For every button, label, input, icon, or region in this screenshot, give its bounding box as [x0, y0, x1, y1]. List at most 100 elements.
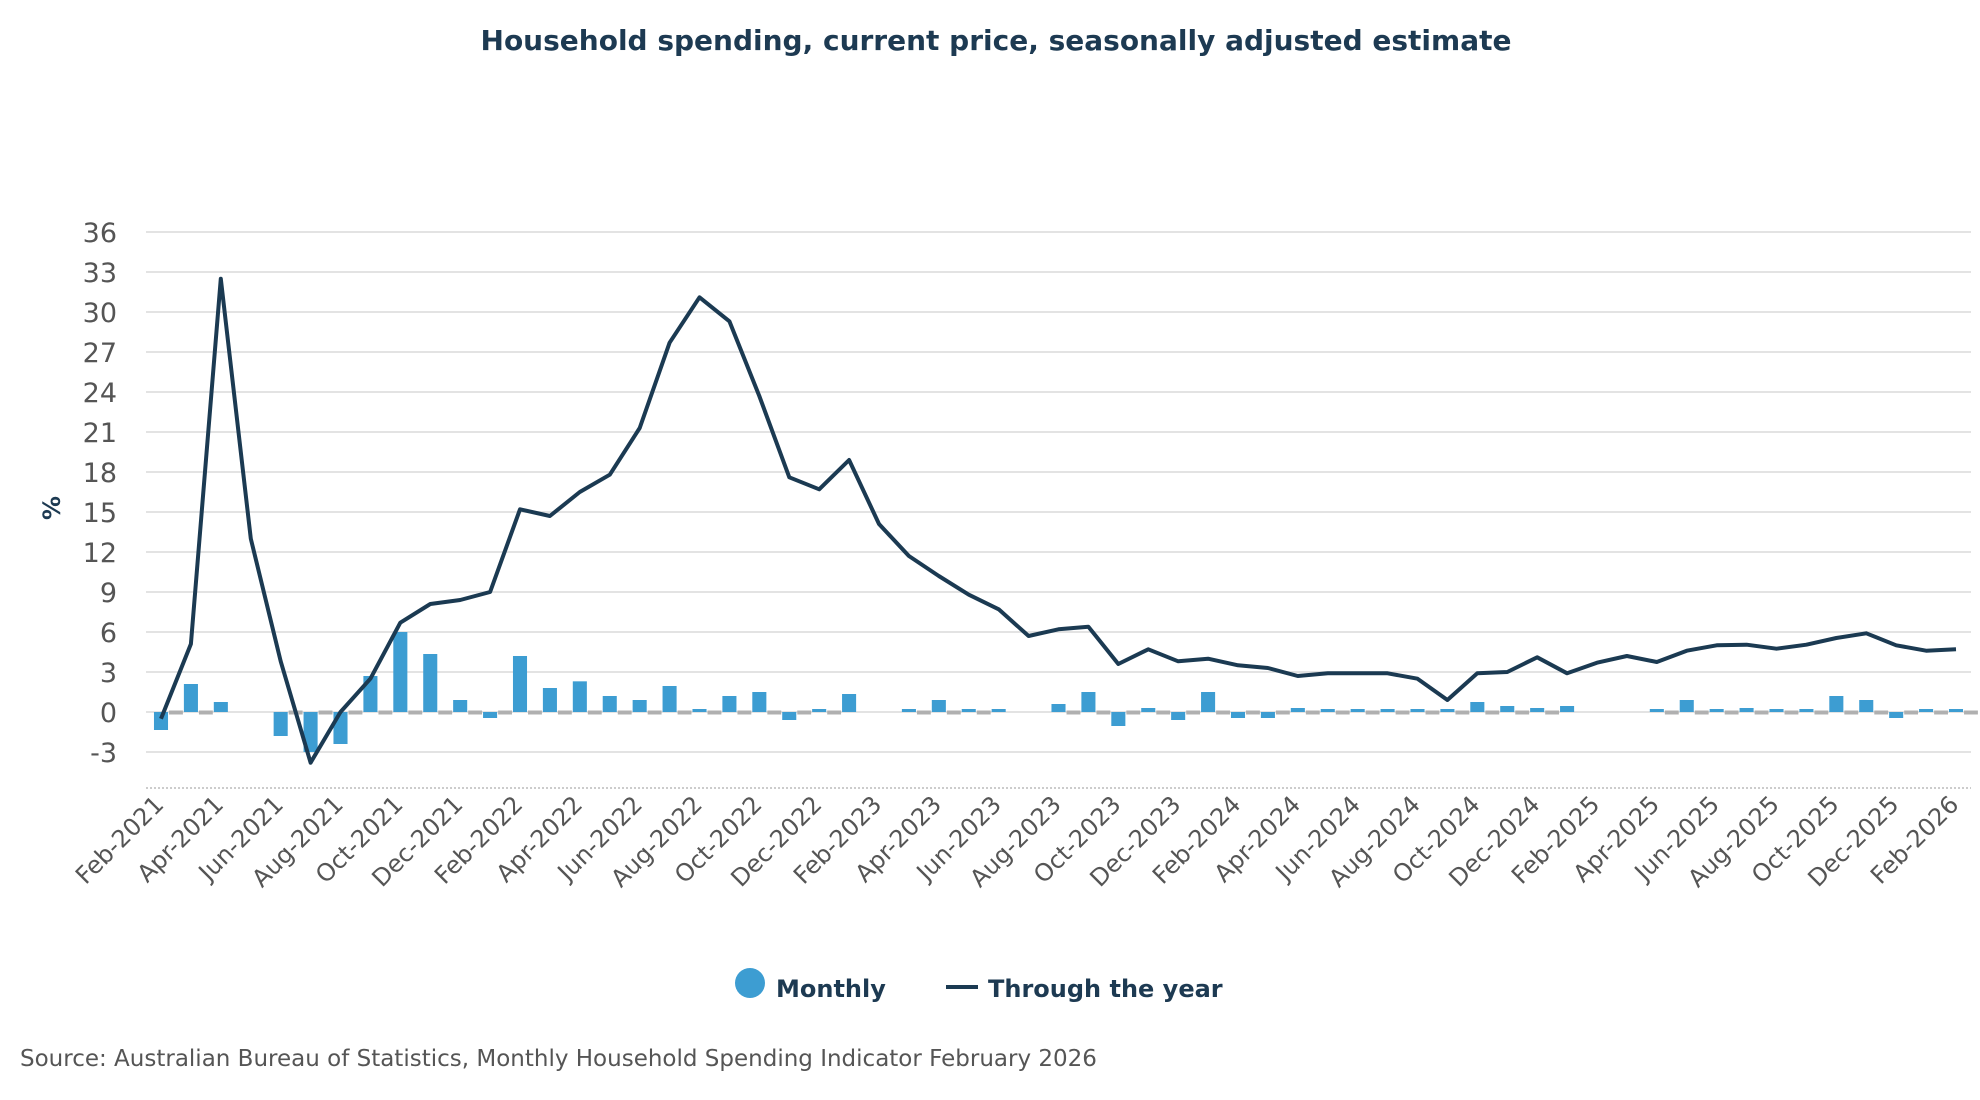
monthly-bar — [1470, 702, 1485, 712]
monthly-bar — [1320, 709, 1335, 712]
y-tick-label: 33 — [83, 258, 117, 289]
monthly-swatch-icon — [735, 968, 765, 998]
legend-label-through-the-year: Through the year — [988, 975, 1223, 1003]
monthly-bar — [812, 709, 827, 712]
y-tick-label: 30 — [83, 298, 117, 329]
monthly-bar — [542, 688, 557, 712]
y-tick-label: 12 — [83, 538, 117, 569]
zero-marker — [677, 710, 692, 715]
zero-marker — [1904, 710, 1919, 715]
monthly-bar — [213, 702, 228, 712]
zero-marker — [1305, 710, 1320, 715]
zero-marker — [976, 710, 991, 715]
monthly-bar — [393, 632, 408, 712]
zero-marker — [916, 710, 931, 715]
zero-marker — [408, 710, 423, 715]
zero-marker — [378, 710, 393, 715]
zero-marker — [1485, 710, 1500, 715]
monthly-bar — [1111, 712, 1126, 726]
y-tick-label: 15 — [83, 498, 117, 529]
monthly-bar — [1440, 709, 1455, 712]
monthly-bar — [453, 700, 468, 712]
zero-marker — [1874, 710, 1889, 715]
monthly-bar — [1859, 700, 1874, 712]
legend-item-through-the-year[interactable]: Through the year — [946, 975, 1223, 1003]
zero-marker — [946, 710, 961, 715]
monthly-bar — [662, 686, 677, 712]
zero-marker — [1754, 710, 1769, 715]
monthly-bars — [153, 632, 1978, 752]
zero-marker — [1066, 710, 1081, 715]
legend-item-monthly[interactable]: Monthly — [735, 968, 886, 1003]
y-tick-label: 3 — [100, 658, 117, 689]
monthly-bar — [1709, 709, 1724, 712]
zero-marker — [1425, 710, 1440, 715]
zero-marker — [1335, 710, 1350, 715]
monthly-bar — [1889, 712, 1904, 718]
monthly-bar — [1171, 712, 1186, 720]
y-tick-label: 21 — [83, 418, 117, 449]
y-tick-label: 27 — [83, 338, 117, 369]
monthly-bar — [1948, 709, 1964, 712]
zero-marker — [1694, 710, 1709, 715]
y-tick-label: 18 — [83, 458, 117, 489]
zero-marker — [1455, 710, 1470, 715]
monthly-bar — [961, 709, 976, 712]
zero-marker — [797, 710, 812, 715]
monthly-bar — [931, 700, 946, 712]
zero-marker — [1186, 710, 1201, 715]
monthly-bar — [303, 712, 318, 752]
zero-marker — [647, 710, 662, 715]
monthly-bar — [1739, 708, 1754, 712]
zero-marker — [438, 710, 453, 715]
zero-marker — [827, 710, 842, 715]
monthly-bar — [1380, 709, 1395, 712]
monthly-bar — [1799, 709, 1814, 712]
through-the-year-series — [159, 276, 1957, 765]
zero-marker — [1964, 710, 1978, 715]
zero-marker — [557, 710, 572, 715]
monthly-bar — [632, 700, 647, 712]
monthly-bar — [722, 696, 737, 712]
monthly-bar — [1829, 696, 1844, 712]
monthly-bar — [1230, 712, 1246, 718]
zero-marker — [1395, 710, 1410, 715]
monthly-bar — [423, 654, 438, 712]
y-tick-label: 36 — [83, 218, 117, 249]
zero-marker — [1096, 710, 1111, 715]
legend-label-monthly: Monthly — [776, 975, 886, 1003]
zero-marker — [1844, 710, 1859, 715]
monthly-bar — [483, 712, 498, 718]
zero-marker — [1724, 710, 1739, 715]
zero-marker — [767, 710, 782, 715]
chart-title: Household spending, current price, seaso… — [481, 24, 1512, 57]
zero-marker — [1664, 710, 1679, 715]
monthly-bar — [1530, 708, 1545, 712]
zero-marker — [1126, 710, 1141, 715]
monthly-bar — [512, 656, 528, 712]
zero-marker — [468, 710, 483, 715]
monthly-bar — [842, 694, 857, 712]
monthly-bar — [782, 712, 797, 720]
monthly-bar — [1350, 709, 1365, 712]
through-the-year-line — [159, 276, 1957, 765]
zero-marker — [587, 710, 602, 715]
monthly-bar — [1560, 706, 1575, 712]
y-tick-label: 0 — [100, 698, 117, 729]
monthly-bar — [1410, 709, 1425, 712]
zero-marker — [498, 710, 512, 715]
zero-marker — [348, 710, 363, 715]
monthly-bar — [901, 709, 916, 712]
zero-marker — [318, 710, 333, 715]
monthly-bar — [572, 681, 587, 712]
monthly-bar — [153, 712, 169, 730]
zero-marker — [1784, 710, 1799, 715]
zero-marker — [1545, 710, 1560, 715]
legend: Monthly Through the year — [735, 968, 1223, 1003]
y-tick-label: 24 — [83, 378, 117, 409]
zero-marker — [1246, 710, 1260, 715]
monthly-bar — [183, 684, 198, 712]
zero-marker — [198, 710, 213, 715]
